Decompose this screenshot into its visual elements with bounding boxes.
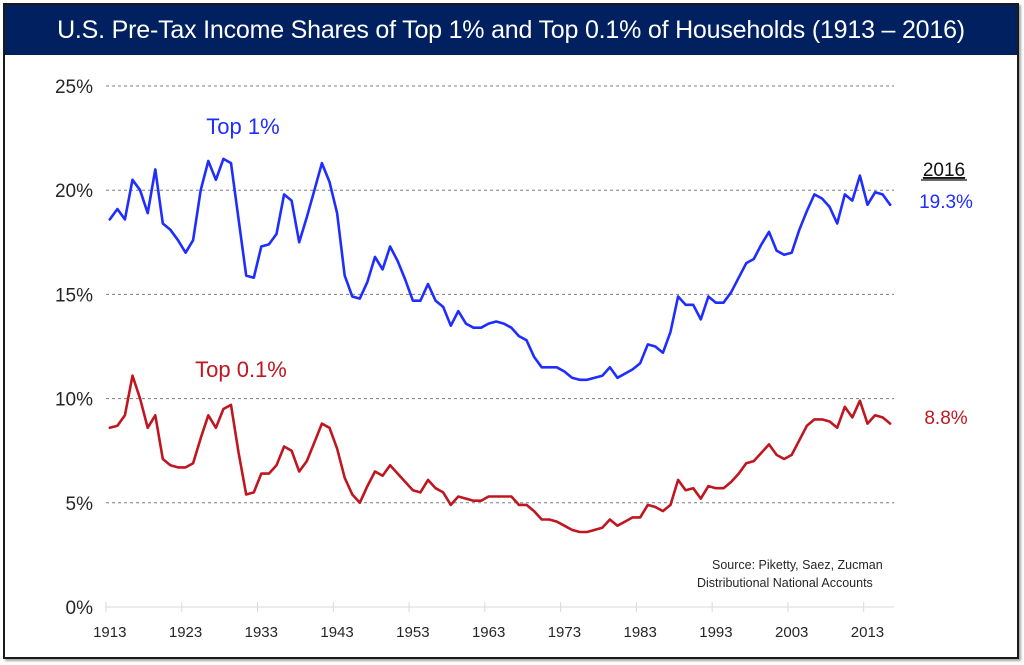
end-year-label: 2016 bbox=[923, 160, 965, 181]
y-tick-label: 0% bbox=[66, 598, 94, 619]
x-tick-label: 1943 bbox=[320, 624, 353, 641]
top01-series-line bbox=[108, 374, 892, 534]
y-tick-label: 5% bbox=[66, 494, 94, 515]
source-line-2: Distributional National Accounts bbox=[697, 576, 873, 590]
top01-series-label: Top 0.1% bbox=[195, 357, 287, 382]
top01-end-value: 8.8% bbox=[924, 408, 967, 429]
x-tick-label: 1983 bbox=[623, 624, 656, 641]
chart-frame: U.S. Pre-Tax Income Shares of Top 1% and… bbox=[3, 3, 1019, 659]
series-lines bbox=[108, 157, 892, 534]
x-tick-label: 2003 bbox=[775, 624, 808, 641]
chart-title: U.S. Pre-Tax Income Shares of Top 1% and… bbox=[5, 5, 1017, 55]
x-tick-label: 1933 bbox=[245, 624, 278, 641]
x-tick-label: 1993 bbox=[699, 624, 732, 641]
y-tick-label: 10% bbox=[55, 390, 93, 411]
source-line-1: Source: Piketty, Saez, Zucman bbox=[712, 558, 883, 572]
x-axis: 1913 1923 1933 1943 1953 1963 1973 1983 1993 2003… bbox=[93, 602, 894, 641]
top1-series-line bbox=[108, 157, 892, 382]
gridlines bbox=[106, 85, 894, 504]
x-tick-label: 1973 bbox=[548, 624, 581, 641]
x-tick-label: 1923 bbox=[169, 624, 202, 641]
y-tick-label: 15% bbox=[55, 285, 93, 306]
x-tick-label: 1963 bbox=[472, 624, 505, 641]
x-tick-label: 1953 bbox=[396, 624, 429, 641]
x-tick-label: 2013 bbox=[851, 624, 884, 641]
top1-series-label: Top 1% bbox=[206, 114, 279, 139]
top1-end-value: 19.3% bbox=[919, 192, 973, 213]
y-tick-label: 25% bbox=[55, 77, 93, 98]
y-axis: 0% 5% 10% 15% 20% 25% bbox=[55, 77, 93, 619]
x-tick-label: 1913 bbox=[93, 624, 126, 641]
y-tick-label: 20% bbox=[55, 181, 93, 202]
